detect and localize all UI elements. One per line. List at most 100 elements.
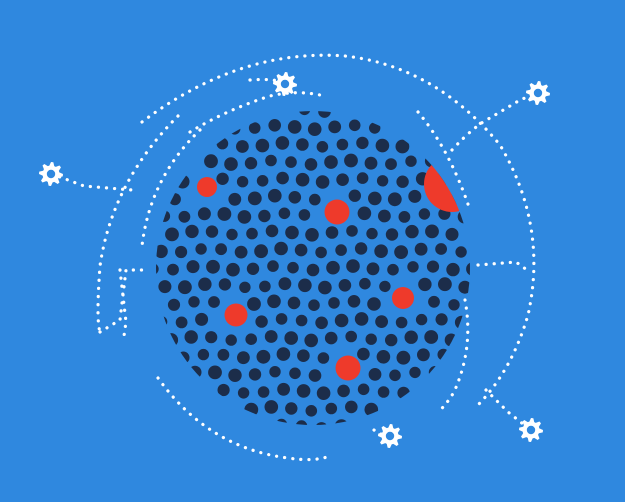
particle-dot (267, 260, 279, 272)
particle-dot (357, 348, 370, 361)
particle-dot (287, 262, 299, 274)
particle-dot (376, 139, 390, 153)
particle-dot (436, 313, 448, 325)
particle-dot (366, 228, 377, 239)
particle-dot (445, 334, 458, 347)
particle-dot (187, 260, 200, 273)
accent-particle-dot (225, 304, 248, 327)
particle-dot (429, 366, 441, 378)
particle-dot (326, 403, 338, 415)
particle-dot (375, 315, 388, 328)
particle-dot (335, 244, 347, 256)
particle-dot (325, 332, 338, 345)
gear-icon-hole (534, 89, 542, 97)
particle-dot (308, 122, 322, 136)
accent-particle-dot (325, 200, 350, 225)
particle-dot (386, 228, 398, 240)
particle-dot (206, 225, 218, 237)
particle-dot (228, 369, 241, 382)
particle-dot (415, 243, 428, 256)
particle-dot (358, 384, 370, 396)
particle-dot (237, 351, 250, 364)
particle-dot (288, 120, 302, 134)
dotted-line-7 (52, 174, 132, 190)
particle-dot (299, 209, 311, 221)
particle-dot (405, 156, 416, 167)
particle-dot (335, 419, 349, 433)
particle-dot (378, 210, 391, 223)
particle-dot (177, 352, 189, 364)
particle-dot (368, 192, 382, 206)
particle-dot (258, 210, 270, 222)
particle-dot (357, 172, 369, 184)
particle-dot (238, 387, 249, 398)
particle-dot (258, 386, 270, 398)
particle-dot (276, 172, 289, 185)
particle-dot (337, 385, 350, 398)
particle-dot (198, 207, 211, 220)
particle-dot (296, 173, 310, 187)
accent-particle-dot (197, 177, 217, 197)
particle-dot (339, 279, 352, 292)
particle-dot (326, 261, 340, 275)
particle-dot (348, 295, 361, 308)
particle-dot (276, 136, 290, 150)
particle-dot (276, 419, 287, 430)
particle-dot (236, 140, 249, 153)
particle-dot (438, 349, 450, 361)
particle-dot (206, 260, 220, 274)
particle-dot (405, 225, 418, 238)
particle-dot (228, 193, 241, 206)
particle-dot (317, 141, 329, 153)
particle-dot (345, 401, 358, 414)
particle-dot (178, 280, 192, 294)
gear-icon-top-right (526, 81, 550, 105)
particle-dot (296, 138, 309, 151)
particle-dot (217, 138, 229, 150)
particle-dot (355, 312, 369, 326)
particle-dot (309, 369, 322, 382)
particle-dot (315, 317, 328, 330)
particle-dot (318, 281, 332, 295)
dotted-line-6 (452, 93, 537, 150)
particle-dot (265, 330, 278, 343)
particle-dot (297, 384, 311, 398)
accent-edge-crescent (424, 156, 480, 212)
particle-dot (265, 400, 279, 414)
particle-dot (335, 314, 349, 328)
dotted-line-10 (478, 262, 527, 270)
particle-dot (244, 403, 258, 417)
particle-dot (277, 347, 291, 361)
particle-dot (189, 366, 202, 379)
particle-dot (396, 317, 408, 329)
particle-dot (204, 154, 218, 168)
particle-dot (257, 175, 269, 187)
particle-dot (416, 314, 427, 325)
particle-dot (417, 348, 430, 361)
particle-dot (289, 368, 301, 380)
particle-dot (359, 278, 371, 290)
particle-dot (446, 263, 459, 276)
particle-dot (179, 211, 191, 223)
particle-dot (168, 299, 180, 311)
particle-dot (188, 296, 199, 307)
particle-dot (378, 386, 390, 398)
particle-dot (349, 120, 361, 132)
particle-sphere (147, 104, 480, 435)
particle-dot (387, 264, 399, 276)
particle-dot (276, 313, 288, 325)
particle-dot (326, 226, 339, 239)
particle-dot (257, 350, 271, 364)
particle-dot (248, 192, 262, 206)
particle-dot (307, 264, 320, 277)
particle-dot (305, 228, 319, 242)
particle-dot (345, 331, 357, 343)
particle-dot (226, 334, 237, 345)
particle-dot (156, 316, 167, 327)
particle-dot (195, 243, 206, 254)
particle-dot (218, 349, 230, 361)
particle-dot (297, 349, 310, 362)
particle-dot (158, 280, 171, 293)
particle-dot (377, 350, 391, 364)
particle-dot (205, 331, 217, 343)
